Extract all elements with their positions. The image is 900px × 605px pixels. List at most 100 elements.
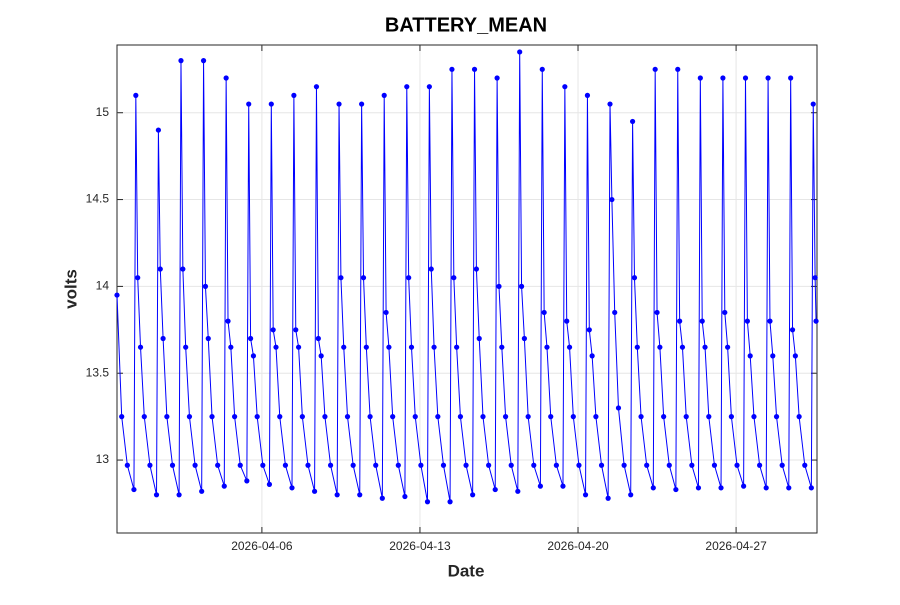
data-point [486, 462, 492, 468]
data-point [812, 275, 818, 281]
data-point [266, 481, 273, 487]
data-point [341, 344, 347, 350]
data-point [763, 485, 769, 491]
data-point [779, 462, 785, 468]
data-point [607, 101, 613, 107]
data-point [277, 414, 283, 420]
data-point [786, 485, 792, 491]
data-point [338, 275, 344, 281]
data-point [381, 92, 387, 98]
data-point [315, 335, 321, 342]
data-point [706, 414, 712, 420]
data-point [813, 318, 819, 324]
data-point [802, 462, 808, 468]
data-point [424, 499, 431, 505]
data-point [796, 414, 802, 420]
data-point [480, 414, 486, 420]
marks [114, 49, 819, 505]
data-point [808, 485, 814, 491]
data-point [683, 414, 689, 420]
data-point [679, 344, 686, 350]
data-point [566, 344, 573, 350]
x-tick-label: 2026-04-27 [705, 539, 767, 553]
data-point [435, 414, 441, 420]
data-point [539, 66, 545, 72]
data-point [412, 414, 418, 420]
data-point [560, 483, 566, 489]
data-point [199, 488, 205, 494]
x-tick-label: 2026-04-20 [547, 539, 609, 553]
x-axis-label: Date [448, 561, 485, 580]
data-point [628, 492, 634, 498]
data-point [350, 462, 356, 468]
data-point [114, 292, 120, 298]
data-point [654, 309, 660, 316]
data-point [810, 101, 816, 107]
data-point [564, 318, 570, 324]
data-point [248, 335, 254, 342]
data-point [359, 101, 365, 107]
data-point [576, 462, 582, 468]
data-point [508, 462, 514, 468]
data-point [246, 101, 252, 107]
data-point [631, 275, 638, 281]
data-point [383, 309, 389, 316]
data-point [792, 353, 798, 359]
data-point [426, 84, 432, 90]
data-point [473, 266, 480, 272]
data-point [186, 414, 193, 420]
data-point [492, 486, 498, 493]
data-point [652, 66, 658, 72]
data-point [160, 335, 166, 342]
data-point [205, 335, 211, 342]
data-point [215, 462, 221, 468]
data-point [250, 353, 257, 359]
chart-title: BATTERY_MEAN [385, 14, 547, 36]
data-point [440, 462, 447, 468]
data-point [395, 462, 401, 468]
data-point [178, 58, 184, 64]
data-point [697, 75, 703, 81]
data-point [629, 118, 636, 125]
data-point [751, 414, 757, 420]
data-point [689, 462, 695, 468]
data-point [518, 283, 525, 289]
data-point [650, 485, 656, 491]
data-point [232, 414, 238, 420]
data-point [770, 353, 776, 359]
data-point [418, 462, 424, 468]
data-point [666, 462, 672, 468]
data-point [305, 462, 311, 468]
data-point [237, 462, 243, 468]
data-point [223, 75, 229, 81]
data-point [644, 462, 650, 468]
data-point [494, 75, 500, 81]
data-point [322, 414, 328, 420]
data-point [767, 318, 773, 324]
data-point [471, 66, 478, 72]
data-point [605, 495, 611, 501]
y-tick-label: 14 [96, 279, 110, 293]
data-point [463, 462, 469, 468]
data-point [273, 344, 279, 350]
data-point [702, 344, 708, 350]
data-point [553, 462, 559, 468]
data-point [357, 492, 363, 498]
data-point [260, 462, 266, 468]
data-point [609, 196, 615, 203]
data-point [431, 344, 437, 350]
data-point [525, 414, 531, 420]
data-point [270, 327, 276, 333]
data-point [570, 414, 576, 420]
data-point [428, 266, 434, 272]
data-point [386, 344, 392, 350]
data-point [789, 327, 796, 333]
data-point [404, 84, 410, 90]
data-point [334, 492, 340, 498]
data-point [176, 492, 182, 498]
data-point [124, 462, 130, 468]
data-point [718, 485, 724, 491]
data-point [499, 344, 505, 350]
data-point [313, 84, 320, 90]
data-point [202, 283, 209, 289]
